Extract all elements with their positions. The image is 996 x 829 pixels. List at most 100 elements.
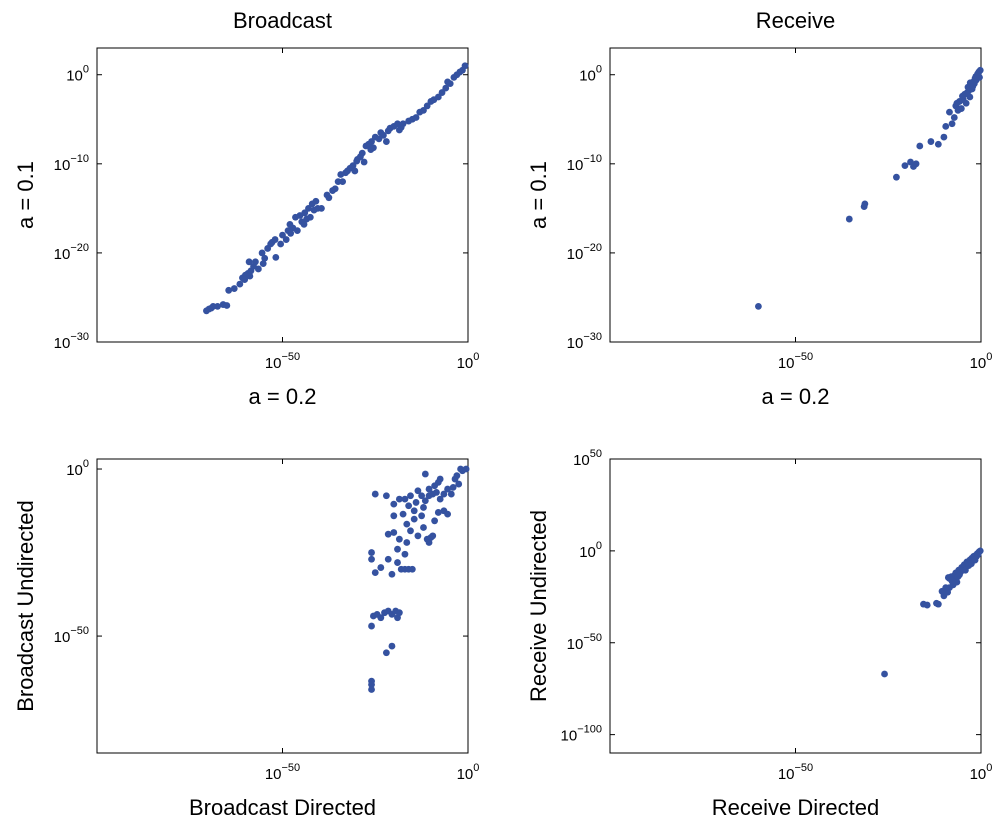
x-axis-label: Broadcast Directed — [189, 795, 376, 820]
data-point — [401, 550, 409, 558]
data-point — [893, 173, 900, 181]
data-point — [277, 240, 285, 248]
data-point — [312, 197, 320, 205]
x-tick-label: 10−50 — [265, 762, 300, 783]
data-point — [339, 178, 347, 186]
data-point — [301, 209, 309, 217]
data-point — [223, 302, 231, 309]
data-point — [938, 587, 946, 595]
data-point — [388, 570, 396, 578]
data-point — [331, 185, 339, 193]
data-point — [241, 276, 249, 284]
data-point — [449, 483, 457, 491]
data-point — [410, 507, 418, 515]
y-tick-label: 10−30 — [567, 331, 602, 352]
y-tick-label: 10−10 — [54, 153, 89, 174]
data-point — [444, 485, 451, 493]
x-tick-label: 100 — [457, 762, 480, 783]
data-point — [368, 138, 375, 145]
data-point — [397, 123, 405, 131]
y-tick-label: 10−20 — [54, 242, 89, 263]
y-tick-label: 100 — [66, 64, 89, 85]
data-point — [377, 564, 385, 571]
data-point — [300, 221, 308, 228]
data-point — [390, 529, 398, 536]
plot-frame — [609, 47, 982, 343]
data-point — [412, 114, 420, 121]
data-point — [916, 142, 924, 150]
data-point — [388, 642, 396, 650]
x-axis-label: a = 0.2 — [762, 384, 830, 409]
chart-title: Broadcast — [233, 8, 332, 33]
data-point — [959, 92, 966, 100]
data-point — [453, 472, 461, 480]
data-point — [948, 577, 956, 585]
data-point — [414, 532, 422, 540]
data-point — [287, 229, 295, 237]
data-point — [368, 681, 375, 688]
data-point — [901, 162, 909, 170]
data-point — [401, 495, 409, 503]
data-point — [462, 465, 470, 473]
data-point — [394, 559, 401, 566]
data-point — [410, 515, 418, 523]
data-point — [358, 149, 366, 157]
data-point — [384, 530, 392, 538]
data-point — [438, 89, 446, 96]
data-point — [420, 524, 427, 531]
y-axis-label: a = 0.1 — [13, 161, 38, 229]
data-point — [421, 470, 429, 478]
y-tick-label: 100 — [579, 540, 602, 561]
data-point — [245, 258, 253, 266]
data-point — [258, 249, 266, 257]
chart-title: Receive — [756, 8, 835, 33]
data-point — [912, 160, 920, 168]
data-point — [436, 495, 444, 503]
data-point — [431, 517, 439, 525]
plot-frame — [96, 47, 469, 343]
data-point — [948, 120, 956, 128]
data-point — [418, 492, 426, 500]
x-axis-label: a = 0.2 — [249, 384, 317, 409]
data-point — [923, 601, 931, 609]
data-point — [236, 280, 244, 288]
data-point — [969, 82, 977, 90]
data-point — [934, 140, 942, 148]
y-tick-label: 1050 — [573, 448, 602, 469]
data-point — [246, 272, 254, 280]
data-point — [382, 492, 390, 500]
data-point — [368, 686, 375, 693]
data-point — [254, 265, 262, 273]
data-point — [956, 571, 963, 579]
data-point — [425, 485, 433, 493]
data-point — [423, 102, 431, 110]
x-tick-label: 100 — [970, 762, 993, 783]
data-point — [433, 489, 440, 496]
data-point — [418, 512, 426, 520]
data-point — [371, 569, 379, 576]
y-tick-label: 10−100 — [561, 724, 602, 745]
y-tick-label: 10−20 — [567, 242, 602, 263]
data-point — [371, 490, 379, 498]
data-point — [395, 495, 403, 503]
y-tick-label: 10−10 — [567, 153, 602, 174]
x-tick-label: 10−50 — [778, 351, 813, 372]
data-point — [442, 84, 450, 92]
y-tick-label: 100 — [579, 64, 602, 85]
data-point — [252, 258, 259, 266]
data-point — [942, 123, 950, 130]
data-point — [279, 231, 286, 239]
data-point — [408, 565, 416, 573]
data-point — [407, 527, 414, 535]
data-point — [434, 478, 442, 486]
data-point — [966, 93, 974, 101]
data-point — [414, 487, 422, 495]
data-point — [306, 213, 314, 221]
data-point — [399, 510, 407, 518]
data-point — [950, 114, 958, 121]
y-axis-label: Broadcast Undirected — [13, 500, 38, 712]
data-point — [323, 191, 331, 199]
data-point — [282, 236, 290, 243]
data-point — [455, 480, 463, 488]
